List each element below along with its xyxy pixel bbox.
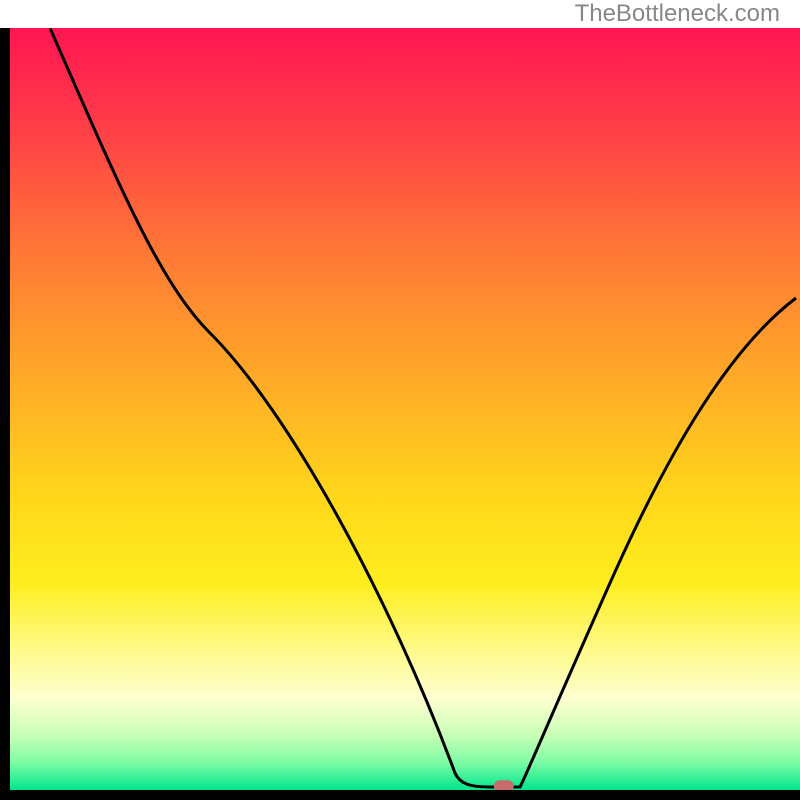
bottleneck-curve — [50, 28, 796, 787]
plot-area — [0, 28, 800, 800]
watermark-text: TheBottleneck.com — [575, 0, 780, 28]
curve-layer — [10, 28, 800, 790]
minimum-marker — [494, 780, 514, 790]
